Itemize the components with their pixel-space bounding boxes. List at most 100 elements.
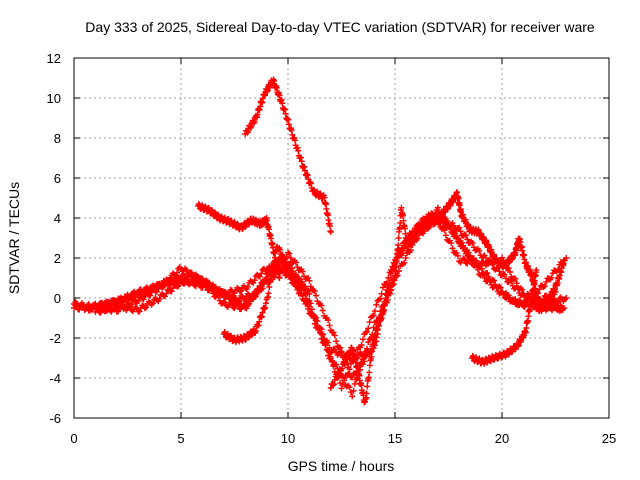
data-point <box>293 259 300 266</box>
data-point <box>252 293 259 300</box>
data-point <box>331 332 338 339</box>
data-point <box>412 233 419 240</box>
data-point <box>421 228 428 235</box>
data-point <box>230 294 237 301</box>
series-track-10 <box>327 189 565 406</box>
data-point <box>97 309 104 316</box>
data-point <box>543 278 550 285</box>
data-point <box>521 292 528 299</box>
data-point <box>350 387 357 394</box>
data-point <box>218 288 225 295</box>
data-point <box>368 348 375 355</box>
data-point <box>265 290 272 297</box>
data-point <box>306 277 313 284</box>
series-track-6 <box>195 200 283 281</box>
data-point <box>478 265 485 272</box>
data-point <box>326 223 333 230</box>
data-point <box>139 290 146 297</box>
data-point <box>330 382 337 389</box>
x-tick-label: 0 <box>70 431 77 446</box>
data-point <box>508 278 515 285</box>
x-tick-label: 25 <box>602 431 616 446</box>
data-point <box>236 298 243 305</box>
y-tick-label: 0 <box>54 291 61 306</box>
data-point <box>306 291 313 297</box>
x-axis-label: GPS time / hours <box>288 458 395 474</box>
data-point <box>149 300 156 307</box>
data-point <box>379 284 386 291</box>
data-point <box>175 283 182 290</box>
data-point <box>315 324 322 331</box>
data-point <box>489 261 496 268</box>
data-point <box>366 369 373 376</box>
data-point <box>143 304 150 311</box>
data-point <box>503 275 510 282</box>
data-point <box>477 262 484 269</box>
data-point <box>454 252 461 259</box>
data-point <box>491 356 498 363</box>
data-point <box>145 288 152 295</box>
data-point <box>307 283 314 290</box>
data-point <box>449 245 456 252</box>
data-point <box>533 267 540 273</box>
data-point <box>285 249 291 256</box>
data-point <box>125 296 132 303</box>
data-point <box>366 319 373 326</box>
data-point <box>442 232 449 239</box>
data-point <box>286 250 293 257</box>
data-point <box>393 264 400 271</box>
series-track-7 <box>242 76 334 235</box>
series-track-8 <box>469 267 540 367</box>
data-point <box>365 339 372 346</box>
data-point <box>313 292 320 299</box>
data-point <box>314 318 321 325</box>
data-point <box>395 235 402 242</box>
data-point <box>548 274 555 281</box>
data-point <box>458 239 465 246</box>
x-tick-label: 15 <box>388 431 402 446</box>
data-point <box>496 268 503 275</box>
data-point <box>402 254 409 261</box>
data-point <box>287 254 294 261</box>
data-point <box>460 244 467 251</box>
data-point <box>132 293 139 300</box>
data-point <box>434 204 441 211</box>
data-point <box>456 224 463 231</box>
data-point <box>401 259 408 266</box>
data-point <box>326 349 333 356</box>
data-point <box>482 254 489 261</box>
data-point <box>363 390 370 397</box>
data-point <box>349 374 356 381</box>
data-point <box>276 275 283 281</box>
data-point <box>370 312 377 319</box>
data-point <box>469 240 476 247</box>
data-point <box>563 295 570 301</box>
x-tick-label: 20 <box>495 431 509 446</box>
chart-title: Day 333 of 2025, Sidereal Day-to-day VTE… <box>85 19 595 35</box>
data-point <box>498 354 505 361</box>
data-point <box>73 300 80 307</box>
data-point <box>337 344 344 351</box>
y-tick-label: -4 <box>49 371 61 386</box>
data-point <box>333 338 340 345</box>
data-point <box>346 366 353 373</box>
y-tick-label: 12 <box>47 51 61 66</box>
data-point <box>254 288 261 295</box>
data-point <box>325 317 332 324</box>
y-axis-label: SDTVAR / TECUs <box>6 182 22 294</box>
data-point <box>338 385 345 392</box>
data-point <box>408 240 415 247</box>
data-point <box>327 229 334 235</box>
data-point <box>294 264 301 271</box>
y-tick-label: 4 <box>54 211 61 226</box>
data-point <box>368 353 375 360</box>
data-point <box>331 346 338 353</box>
series-track-5 <box>220 243 313 346</box>
data-point <box>331 381 338 388</box>
data-point <box>371 308 378 315</box>
plot-frame <box>73 57 610 419</box>
data-point <box>393 257 400 264</box>
data-point <box>561 257 568 263</box>
y-tick-label: 8 <box>54 131 61 146</box>
data-point <box>299 268 306 275</box>
